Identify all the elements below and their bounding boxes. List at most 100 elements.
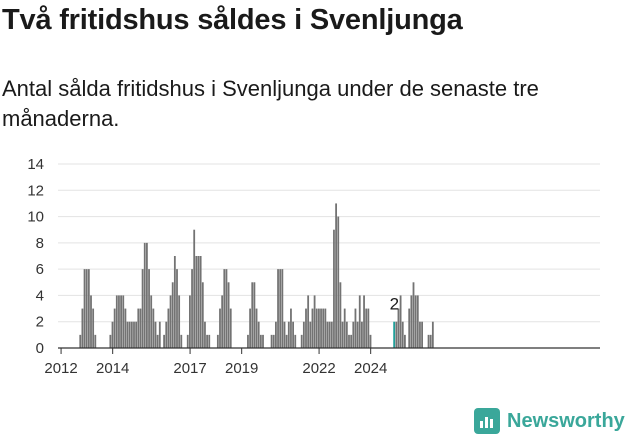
bar	[322, 308, 325, 348]
bar	[135, 321, 138, 348]
bar	[167, 308, 170, 348]
bar	[320, 308, 322, 348]
bar	[199, 256, 202, 348]
bar	[150, 295, 153, 348]
bar	[275, 321, 277, 348]
bar	[148, 269, 150, 348]
bar	[139, 308, 142, 348]
bar	[414, 295, 417, 348]
bar	[324, 308, 327, 348]
bar	[367, 308, 370, 348]
newsworthy-logo-text: Newsworthy	[507, 409, 625, 432]
bar	[330, 321, 333, 348]
bar	[169, 295, 172, 348]
bar	[253, 282, 256, 348]
bar	[156, 334, 159, 348]
bar	[189, 295, 191, 348]
bar	[176, 269, 178, 348]
bar	[309, 321, 312, 348]
bar	[343, 308, 346, 348]
bar	[111, 321, 114, 348]
bar	[348, 334, 350, 348]
x-tick-label: 2019	[225, 360, 258, 377]
bar	[83, 269, 86, 348]
bar	[397, 308, 400, 348]
bar	[193, 229, 196, 348]
bar	[257, 321, 260, 348]
bar	[339, 282, 342, 348]
y-tick-label: 4	[36, 287, 44, 304]
bar	[79, 334, 82, 348]
bar	[272, 334, 275, 348]
bar	[87, 269, 90, 348]
bar	[333, 229, 335, 348]
bar	[305, 308, 307, 348]
bar	[154, 321, 157, 348]
bar	[229, 308, 232, 348]
bar	[94, 334, 97, 348]
bar	[128, 321, 131, 348]
bar	[361, 321, 363, 348]
bar	[195, 256, 198, 348]
bar	[404, 334, 406, 348]
bar	[118, 295, 120, 348]
x-tick-label: 2022	[302, 360, 335, 377]
bar	[399, 295, 402, 348]
bar	[204, 321, 206, 348]
bar	[247, 334, 249, 348]
bar	[219, 308, 221, 348]
bar	[356, 321, 359, 348]
bar	[158, 321, 161, 348]
x-tick-label: 2024	[354, 360, 387, 377]
bar	[363, 295, 365, 348]
bar	[206, 334, 208, 348]
x-tick-label: 2017	[173, 360, 206, 377]
bar	[292, 321, 294, 348]
bar	[130, 321, 133, 348]
chart-subtitle: Antal sålda fritidshus i Svenljunga unde…	[2, 76, 539, 131]
bar	[259, 334, 262, 348]
bar	[419, 321, 421, 348]
bar	[223, 269, 226, 348]
bar	[287, 321, 290, 348]
bar	[365, 308, 368, 348]
bar	[133, 321, 135, 348]
bar	[277, 269, 279, 348]
bar	[146, 242, 148, 348]
bar	[302, 321, 305, 348]
bar	[126, 321, 129, 348]
bar	[429, 334, 432, 348]
bar	[221, 295, 224, 348]
bar	[427, 334, 430, 348]
bar	[171, 282, 174, 348]
bar	[255, 308, 258, 348]
bar	[408, 308, 411, 348]
bar	[350, 334, 353, 348]
bar	[191, 269, 193, 348]
newsworthy-logo-icon	[474, 408, 500, 434]
bar	[270, 334, 273, 348]
bar	[92, 308, 95, 348]
bar	[208, 334, 211, 348]
bar	[369, 334, 372, 348]
bar	[178, 295, 181, 348]
chart-title: Två fritidshus såldes i Svenljunga	[2, 4, 463, 36]
bar	[113, 308, 116, 348]
bar	[294, 334, 297, 348]
bar	[180, 334, 183, 348]
bar	[315, 308, 318, 348]
bar	[328, 321, 331, 348]
bar	[120, 295, 122, 348]
bar	[227, 282, 230, 348]
bar	[354, 308, 357, 348]
bar	[109, 334, 112, 348]
bar	[307, 295, 310, 348]
bar	[163, 334, 165, 348]
x-tick-label: 2014	[96, 360, 129, 377]
bar	[152, 308, 155, 348]
bar	[326, 321, 329, 348]
bar	[300, 334, 303, 348]
bar	[141, 269, 144, 348]
y-tick-label: 14	[27, 156, 44, 173]
bar	[124, 308, 127, 348]
